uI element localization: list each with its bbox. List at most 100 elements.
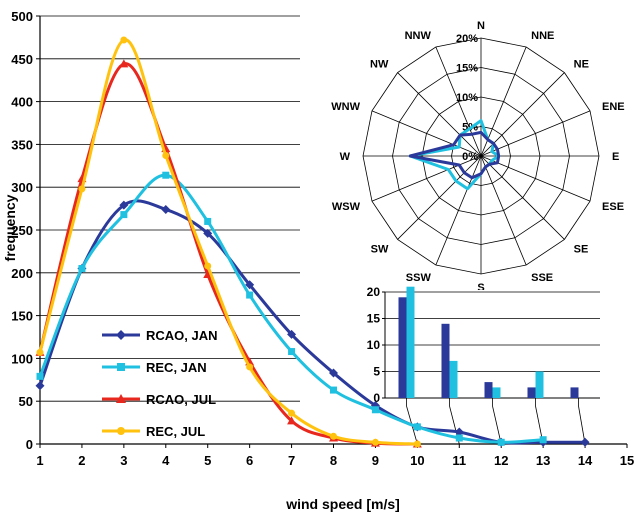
data-point	[413, 440, 421, 448]
data-point	[329, 368, 338, 378]
radar-spoke	[371, 110, 482, 157]
radar-spoke	[480, 155, 527, 266]
series-rcao-jul	[35, 59, 422, 448]
x-tick-label: 15	[620, 453, 634, 468]
inset-bar	[398, 297, 407, 398]
data-point	[497, 438, 505, 446]
radar-spoke	[435, 155, 482, 266]
inset-y-tick-label: 15	[367, 312, 381, 326]
inset-bar	[570, 387, 579, 398]
inset-bar	[484, 382, 493, 398]
inset-connector	[578, 405, 586, 445]
data-point	[162, 171, 170, 179]
data-point	[203, 270, 213, 279]
data-point	[245, 280, 255, 290]
x-tick-label: 14	[578, 453, 593, 468]
x-tick-label: 5	[204, 453, 211, 468]
radar-spoke	[480, 155, 591, 202]
inset-bar	[406, 286, 415, 398]
y-tick-label: 400	[11, 95, 33, 110]
main-series	[35, 36, 590, 448]
y-tick-label: 100	[11, 351, 33, 366]
legend-label: REC, JAN	[146, 360, 207, 375]
radar-ring-label: 15%	[456, 63, 478, 75]
data-point	[78, 185, 86, 193]
legend-swatch-marker	[117, 363, 125, 371]
inset-bar	[527, 387, 536, 398]
inset-y-tick-label: 20	[367, 285, 381, 299]
data-point	[162, 152, 170, 160]
radar-spoke	[397, 155, 482, 240]
radar-direction-label: NW	[370, 58, 389, 70]
y-tick-label: 500	[11, 9, 33, 24]
x-tick-label: 2	[78, 453, 85, 468]
series-rec-jan	[36, 171, 547, 446]
x-tick-label: 11	[452, 453, 466, 468]
radar-direction-label: SW	[371, 244, 389, 256]
data-point	[330, 432, 337, 440]
data-point	[454, 427, 464, 437]
data-point	[371, 406, 379, 414]
legend-swatch-marker	[116, 394, 126, 403]
x-tick-label: 3	[120, 453, 127, 468]
radar-direction-label: NE	[574, 58, 589, 70]
legend-swatch-marker	[117, 427, 125, 435]
y-tick-label: 350	[11, 137, 33, 152]
x-tick-label: 6	[246, 453, 253, 468]
radar-direction-label: ENE	[602, 101, 625, 113]
inset-bar-chart: 0 5 10 15 20	[367, 285, 600, 445]
data-point	[413, 423, 421, 431]
data-point	[36, 348, 44, 356]
y-tick-label: 200	[11, 266, 33, 281]
radar-direction-label: E	[612, 151, 619, 163]
legend-swatch-marker	[116, 330, 126, 340]
data-point	[287, 329, 297, 339]
radar-direction-label: NNE	[531, 30, 554, 42]
radar-direction-label: NNW	[405, 30, 432, 42]
data-point	[580, 437, 590, 447]
radar-spoke	[480, 110, 591, 157]
y-tick-label: 300	[11, 180, 33, 195]
radar-ring-label: 10%	[456, 92, 478, 104]
radar-direction-label: W	[340, 151, 351, 163]
radar-series-rcao-jan	[408, 130, 501, 180]
radar-direction-label: S	[477, 282, 484, 294]
radar-direction-label: WSW	[332, 201, 361, 213]
radar-direction-label: WNW	[331, 101, 360, 113]
inset-background	[385, 290, 600, 398]
data-point	[120, 36, 128, 44]
x-tick-label: 1	[36, 453, 43, 468]
series-rec-jul	[36, 36, 421, 448]
data-point	[119, 200, 129, 210]
x-tick-label: 12	[494, 453, 508, 468]
data-point	[246, 291, 254, 299]
x-axis-title: wind speed [m/s]	[285, 496, 400, 512]
inset-bar	[492, 387, 501, 398]
x-tick-label: 9	[372, 453, 379, 468]
series-line	[38, 38, 418, 446]
inset-y-tick-label: 0	[373, 391, 380, 405]
y-axis-title: frequency	[2, 194, 18, 261]
inset-bar	[441, 323, 450, 398]
radar-direction-label: ESE	[602, 201, 624, 213]
x-tick-label: 4	[162, 453, 170, 468]
y-tick-label: 450	[11, 52, 33, 67]
inset-bar	[535, 371, 544, 398]
legend: RCAO, JAN REC, JAN RCAO, JUL REC, JUL	[102, 328, 218, 439]
x-tick-label: 13	[536, 453, 550, 468]
data-point	[119, 59, 129, 68]
data-point	[161, 204, 171, 214]
data-point	[455, 434, 463, 442]
data-point	[120, 211, 128, 219]
inset-y-tick-label: 5	[373, 365, 380, 379]
y-tick-label: 150	[11, 309, 33, 324]
data-point	[204, 262, 212, 270]
data-point	[203, 228, 213, 238]
inset-connector	[492, 405, 502, 445]
radar-spoke	[371, 155, 482, 202]
radar-direction-label: SSW	[406, 272, 432, 284]
x-tick-label: 7	[288, 453, 295, 468]
legend-label: RCAO, JUL	[146, 392, 216, 407]
